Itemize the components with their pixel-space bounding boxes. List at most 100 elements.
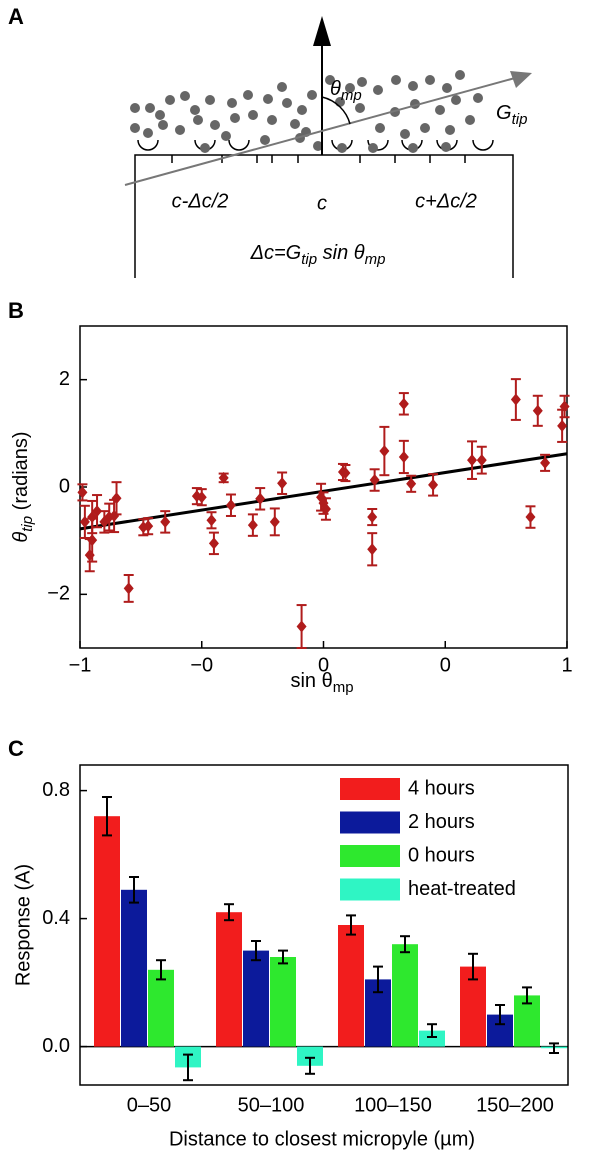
molecule [248, 110, 258, 120]
receptor [228, 139, 250, 151]
data-point [206, 514, 217, 527]
data-point [269, 515, 280, 528]
data-point [84, 549, 95, 562]
molecule [373, 85, 383, 95]
angle-label: θmp [330, 78, 362, 104]
error-bar [183, 1053, 193, 1082]
data-point [398, 450, 409, 463]
data-point [111, 492, 122, 505]
molecule [143, 128, 153, 138]
receptor [137, 139, 159, 151]
error-bar [129, 876, 139, 904]
data-point [77, 486, 88, 499]
molecule [210, 120, 220, 130]
diagram-frame [134, 154, 514, 278]
y-axis-label: Response (A) [12, 864, 34, 986]
arrowhead [510, 71, 532, 88]
angle-arc [321, 96, 351, 125]
x-tick-label: −1 [69, 654, 92, 676]
legend-label: 0 hours [408, 844, 475, 866]
legend-label: 4 hours [408, 777, 475, 799]
data-point [428, 478, 439, 491]
molecule [277, 82, 287, 92]
left-label: c-Δc/2 [172, 190, 229, 212]
legend-label: 2 hours [408, 811, 475, 833]
molecule [435, 105, 445, 115]
bar [297, 1046, 323, 1066]
molecule [425, 75, 435, 85]
bar [270, 957, 296, 1047]
molecule [420, 123, 430, 133]
molecule [455, 70, 465, 80]
center-label: c [317, 192, 327, 214]
molecule [190, 105, 200, 115]
error-bar [400, 935, 410, 954]
molecule [473, 93, 483, 103]
error-bar [522, 986, 532, 1005]
molecule [465, 115, 475, 125]
error-bar [373, 965, 383, 994]
bar [338, 925, 364, 1047]
equation: Δc=Gtip sin θmp [250, 242, 386, 268]
data-point [540, 456, 551, 469]
molecule [158, 120, 168, 130]
data-point [143, 520, 154, 533]
x-tick-label: 150–200 [476, 1094, 554, 1116]
error-bar [427, 1023, 437, 1038]
y-tick-label: −2 [47, 583, 70, 605]
molecule [337, 143, 347, 153]
data-point [247, 519, 258, 532]
molecule [357, 77, 367, 87]
molecule [205, 95, 215, 105]
data-point [296, 620, 307, 633]
y-tick-label: 0.8 [42, 779, 70, 801]
error-bar [495, 1004, 505, 1026]
panel-label: B [8, 298, 24, 323]
x-tick-label: −0 [190, 654, 213, 676]
molecule [165, 95, 175, 105]
y-axis-label: θtip (radians) [10, 431, 36, 542]
molecule [260, 135, 270, 145]
arrowhead [313, 16, 331, 46]
data-point [476, 454, 487, 467]
molecule [297, 105, 307, 115]
data-point [87, 534, 98, 547]
data-point [109, 509, 120, 522]
molecule [180, 91, 190, 101]
y-tick-label: 0.0 [42, 1035, 70, 1057]
data-point [557, 419, 568, 432]
bar [94, 816, 120, 1047]
molecule [442, 83, 452, 93]
bar [148, 969, 174, 1047]
molecule [227, 98, 237, 108]
data-point [208, 537, 219, 550]
legend-swatch [340, 778, 400, 800]
data-point [123, 582, 134, 595]
legend-swatch [340, 845, 400, 867]
fit-line [79, 452, 568, 531]
molecule [282, 98, 292, 108]
bar [392, 944, 418, 1047]
right-label: c+Δc/2 [415, 190, 477, 212]
legend-label: heat-treated [408, 878, 516, 900]
x-tick-label: 1 [561, 654, 572, 676]
gradient-label: Gtip [496, 102, 527, 128]
error-bar [102, 796, 112, 837]
x-tick-label: 100–150 [354, 1094, 432, 1116]
label-part: (radians) [10, 431, 32, 515]
data-point [160, 515, 171, 528]
molecule [400, 129, 410, 139]
molecule [391, 75, 401, 85]
plot-frame [79, 325, 568, 649]
molecule [200, 143, 210, 153]
plot-frame [79, 764, 569, 1086]
data-point [559, 400, 570, 413]
legend-swatch [340, 878, 400, 901]
data-point [398, 397, 409, 410]
data-point [218, 471, 229, 484]
receptor [367, 139, 389, 151]
data-point [510, 393, 521, 406]
panel-label: C [8, 736, 24, 761]
y-tick-label: 0 [59, 475, 70, 497]
